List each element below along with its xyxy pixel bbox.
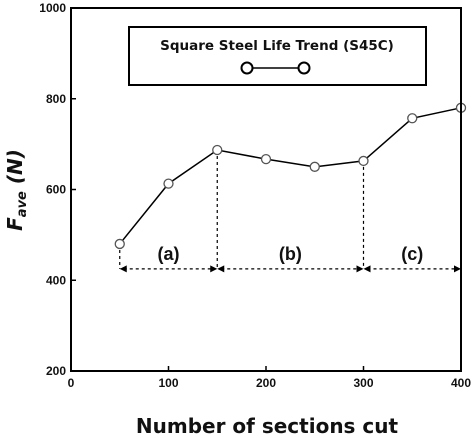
data-point	[358, 155, 369, 167]
series-line	[119, 107, 462, 245]
region-label: (b)	[279, 244, 302, 264]
y-tick-label: 200	[46, 364, 66, 378]
y-tick-label: 800	[46, 92, 66, 106]
x-tick-label: 100	[158, 376, 178, 390]
y-axis-label-main: F	[3, 217, 27, 231]
y-axis-label-sub: ave	[15, 191, 30, 217]
x-axis-label: Number of sections cut	[136, 414, 399, 438]
data-point	[163, 178, 174, 189]
region-arrowhead-right	[356, 265, 364, 273]
legend-label: Square Steel Life Trend (S45C)	[160, 38, 394, 54]
region-label: (a)	[158, 244, 180, 264]
data-point	[309, 161, 320, 172]
legend-marker-left	[240, 61, 254, 75]
y-axis-label: Fave (N)	[3, 149, 30, 231]
x-tick-label: 200	[256, 376, 276, 390]
x-tick-label: 0	[68, 376, 75, 390]
region-arrowhead-left	[217, 265, 225, 273]
y-tick-label: 1000	[39, 1, 66, 15]
region-guides: (a) (b) (c)	[119, 107, 462, 273]
data-point	[407, 113, 418, 124]
region-label: (c)	[401, 244, 423, 264]
y-tick-label: 600	[46, 183, 66, 197]
region-arrowhead-left	[119, 265, 127, 273]
x-tick-label: 300	[353, 376, 373, 390]
region-arrowhead-left	[363, 265, 371, 273]
region-arrowhead-right	[454, 265, 461, 273]
y-tick-label: 400	[46, 273, 66, 287]
legend-marker-right	[297, 61, 311, 75]
data-point	[212, 144, 223, 156]
plot-frame	[70, 7, 462, 372]
data-series	[114, 102, 467, 250]
data-point	[260, 153, 272, 165]
legend: Square Steel Life Trend (S45C)	[128, 26, 427, 86]
region-arrowhead-right	[210, 265, 218, 273]
x-tick-label: 400	[451, 376, 471, 390]
data-point	[114, 238, 125, 250]
y-axis-label-unit: (N)	[3, 149, 27, 191]
legend-box	[128, 26, 427, 86]
